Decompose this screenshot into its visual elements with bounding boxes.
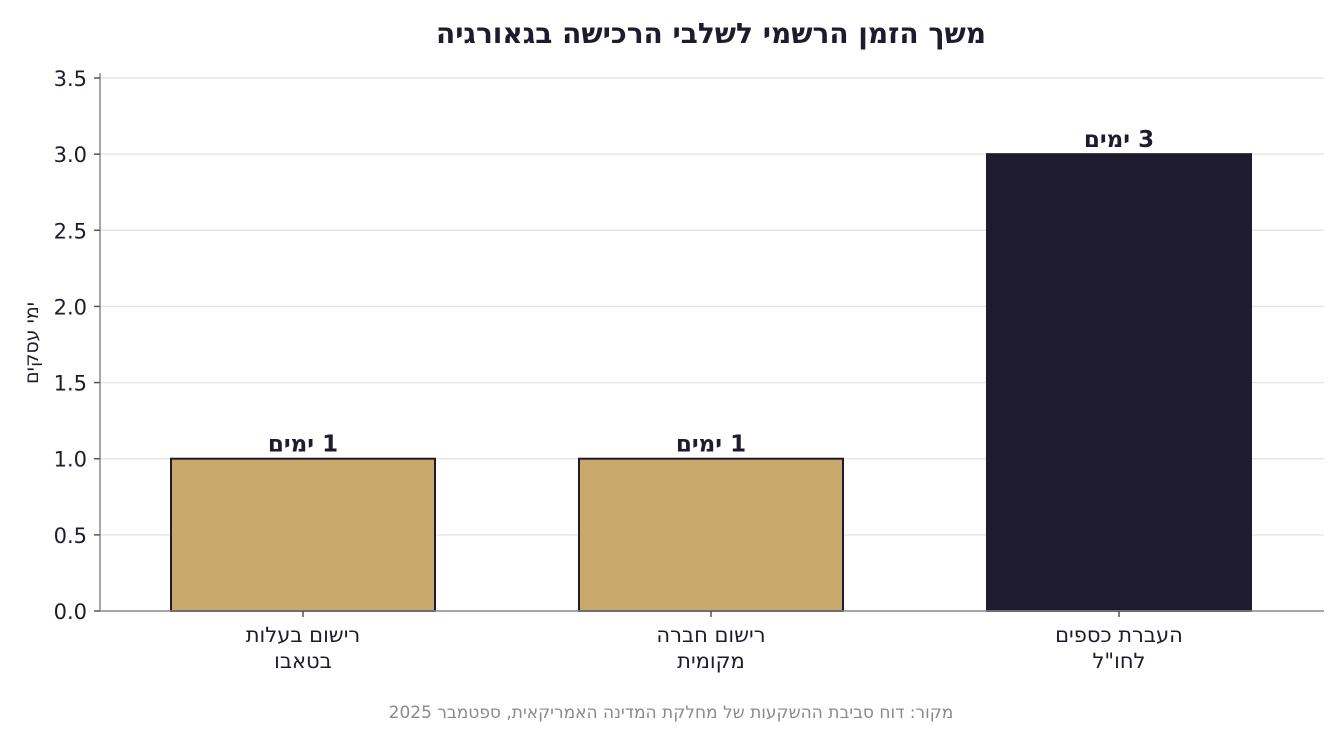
x-tick-label: רישום בעלות bbox=[246, 623, 361, 647]
axes bbox=[99, 73, 1324, 612]
y-tick-label: 0.0 bbox=[54, 600, 87, 624]
y-tick-label: 2.0 bbox=[54, 295, 87, 319]
y-tick-label: 1.5 bbox=[54, 372, 87, 396]
x-tick-label: לחו"ל bbox=[1093, 649, 1146, 673]
x-tick-label: רישום חברה bbox=[656, 623, 765, 647]
y-axis-ticks: 0.0 0.5 1.0 1.5 2.0 2.5 3.0 3.5 bbox=[54, 67, 100, 624]
source-note: מקור: דוח סביבת ההשקעות של מחלקת המדינה … bbox=[389, 703, 954, 723]
data-label: 3 ימים bbox=[1084, 127, 1154, 153]
bars bbox=[170, 153, 1252, 613]
bar bbox=[170, 457, 436, 613]
y-tick-label: 0.5 bbox=[54, 524, 87, 548]
bar bbox=[986, 153, 1252, 612]
x-tick-label: העברת כספים bbox=[1055, 623, 1183, 647]
x-tick-label: בטאבו bbox=[274, 649, 332, 673]
y-tick-label: 3.0 bbox=[54, 143, 87, 167]
chart-title: משך הזמן הרשמי לשלבי הרכישה בגאורגיה bbox=[436, 17, 986, 50]
y-tick-label: 2.5 bbox=[54, 219, 87, 243]
data-label: 1 ימים bbox=[268, 432, 338, 458]
y-tick-label: 3.5 bbox=[54, 67, 87, 91]
x-tick-label: מקומית bbox=[677, 649, 745, 673]
data-labels: 1 ימים 1 ימים 3 ימים bbox=[268, 127, 1154, 458]
data-label: 1 ימים bbox=[676, 432, 746, 458]
bar bbox=[578, 457, 844, 613]
y-axis-label: ימי עסקים bbox=[21, 302, 43, 384]
y-tick-label: 1.0 bbox=[54, 448, 87, 472]
